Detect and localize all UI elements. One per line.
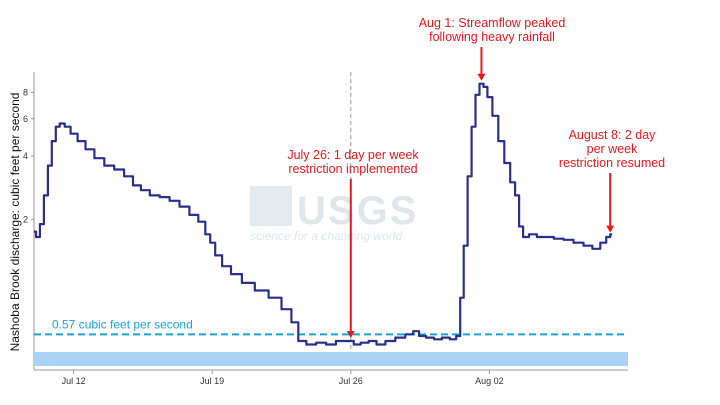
usgs-watermark: USGS science for a changing world <box>250 186 418 243</box>
annotation-jul26-text: restriction implemented <box>288 162 417 176</box>
x-tick-label: Jul 26 <box>339 376 363 386</box>
annotation-jul26-arrow-head <box>346 330 355 338</box>
annotation-aug8-text: restriction resumed <box>559 156 665 170</box>
x-tick-label: Aug 02 <box>475 376 504 386</box>
usgs-logo-mark <box>250 186 292 226</box>
y-tick-label: 2 <box>23 214 28 224</box>
y-axis-label: Nashoba Brook discharge: cubic feet per … <box>8 93 22 352</box>
x-tick-label: Jul 19 <box>200 376 224 386</box>
annotation-aug1-text: following heavy rainfall <box>429 30 555 44</box>
y-tick-label: 6 <box>23 114 28 124</box>
annotation-jul26-text: July 26: 1 day per week <box>287 148 419 162</box>
x-tick-label: Jul 12 <box>62 376 86 386</box>
x-axis-ticks: Jul 12 Jul 19 Jul 26 Aug 02 <box>62 370 504 386</box>
annotation-aug8-arrow-head <box>606 225 615 233</box>
range-selector-bar[interactable] <box>34 352 628 366</box>
annotation-aug1-arrow-head <box>477 73 486 81</box>
y-tick-label: 8 <box>23 87 28 97</box>
reference-line-label: 0.57 cubic feet per second <box>52 317 193 331</box>
discharge-series-line <box>34 82 613 346</box>
y-axis-ticks: 2 4 6 8 <box>23 87 34 224</box>
watermark-tagline: science for a changing world <box>250 229 402 243</box>
annotation-aug1-text: Aug 1: Streamflow peaked <box>419 16 566 30</box>
annotation-aug8-text: per week <box>587 142 638 156</box>
annotation-aug8-text: August 8: 2 day <box>569 128 657 142</box>
watermark-title: USGS <box>297 189 418 233</box>
y-tick-label: 4 <box>23 151 28 161</box>
